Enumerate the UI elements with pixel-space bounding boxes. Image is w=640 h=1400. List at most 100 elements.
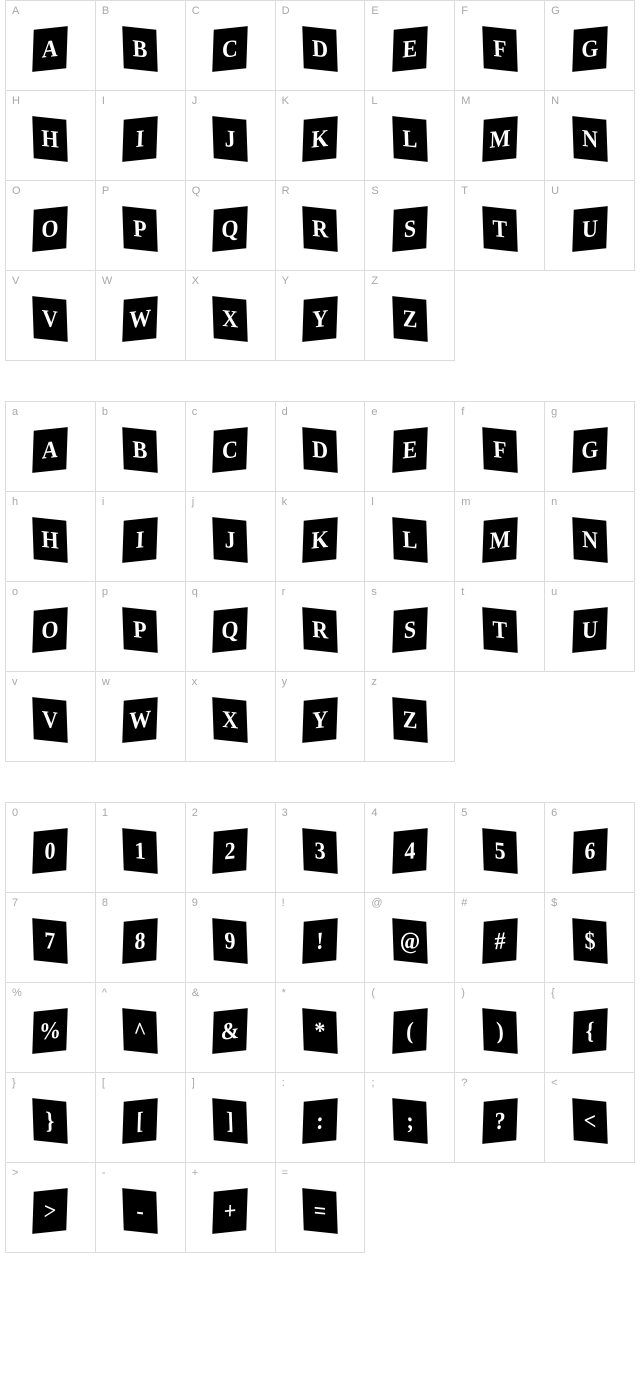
cell-label: b: [102, 406, 108, 418]
cell-label: V: [12, 275, 19, 287]
glyph-char: ): [496, 1016, 504, 1045]
glyph-char: O: [41, 614, 59, 645]
glyph-char: D: [312, 33, 329, 63]
glyph-cell: eE: [365, 402, 455, 492]
glyph-cell: sS: [365, 582, 455, 672]
glyph-cell: $$: [545, 893, 635, 983]
glyph-cell: 22: [186, 803, 276, 893]
glyph-cell: @@: [365, 893, 455, 983]
cell-label: M: [461, 95, 470, 107]
glyph-tile: !: [302, 918, 337, 964]
glyph-tile: Z: [392, 296, 427, 342]
cell-label: E: [371, 5, 378, 17]
glyph-char: *: [314, 1016, 326, 1046]
glyph-cell: aA: [6, 402, 96, 492]
glyph-char: @: [399, 925, 420, 956]
glyph-char: Q: [221, 614, 239, 645]
glyph-tile: <: [572, 1098, 607, 1144]
glyph-tile: R: [302, 206, 337, 252]
glyph-tile: M: [482, 116, 517, 162]
glyph-cell: rR: [276, 582, 366, 672]
glyph-char: ^: [133, 1015, 147, 1045]
glyph-cell: GG: [545, 1, 635, 91]
glyph-cell: PP: [96, 181, 186, 271]
glyph-tile: ^: [123, 1008, 158, 1054]
glyph-cell: ==: [276, 1163, 366, 1253]
glyph-char: ;: [406, 1106, 414, 1135]
glyph-grid: aAbBcCdDeEfFgGhHiIjJkKlLmMnNoOpPqQrRsStT…: [5, 401, 635, 762]
glyph-char: L: [402, 123, 418, 153]
glyph-char: M: [489, 123, 511, 154]
glyph-cell: XX: [186, 271, 276, 361]
cell-label: 9: [192, 897, 198, 909]
cell-label: <: [551, 1077, 557, 1089]
glyph-char: W: [129, 303, 152, 334]
glyph-tile: 9: [212, 918, 247, 964]
glyph-cell: MM: [455, 91, 545, 181]
glyph-tile: }: [33, 1098, 68, 1144]
glyph-cell: BB: [96, 1, 186, 91]
glyph-tile: B: [123, 427, 158, 473]
cell-label: q: [192, 586, 198, 598]
glyph-tile: E: [392, 427, 427, 473]
glyph-tile: G: [572, 26, 607, 72]
cell-label: A: [12, 5, 19, 17]
glyph-cell: nN: [545, 492, 635, 582]
glyph-tile: D: [302, 427, 337, 473]
glyph-cell: ZZ: [365, 271, 455, 361]
glyph-grid: AABBCCDDEEFFGGHHIIJJKKLLMMNNOOPPQQRRSSTT…: [5, 0, 635, 361]
cell-label: U: [551, 185, 559, 197]
glyph-char: Z: [402, 303, 418, 333]
glyph-tile: P: [123, 206, 158, 252]
glyph-char: O: [41, 213, 59, 244]
cell-label: P: [102, 185, 109, 197]
cell-label: K: [282, 95, 289, 107]
cell-label: 6: [551, 807, 557, 819]
cell-label: ): [461, 987, 465, 999]
cell-label: y: [282, 676, 288, 688]
glyph-char: $: [584, 926, 596, 956]
glyph-tile: I: [123, 116, 158, 162]
cell-label: X: [192, 275, 199, 287]
glyph-char: Z: [402, 704, 418, 734]
glyph-cell: **: [276, 983, 366, 1073]
glyph-cell: ((: [365, 983, 455, 1073]
cell-label: n: [551, 496, 557, 508]
cell-label: f: [461, 406, 464, 418]
glyph-cell: 77: [6, 893, 96, 983]
glyph-tile: +: [212, 1188, 247, 1234]
glyph-cell: 33: [276, 803, 366, 893]
cell-label: C: [192, 5, 200, 17]
glyph-cell: UU: [545, 181, 635, 271]
empty-cell: [455, 672, 545, 762]
cell-label: u: [551, 586, 557, 598]
glyph-char: 6: [584, 836, 596, 866]
glyph-cell: --: [96, 1163, 186, 1253]
glyph-tile: K: [302, 116, 337, 162]
cell-label: @: [371, 897, 382, 909]
cell-label: m: [461, 496, 470, 508]
cell-label: 4: [371, 807, 377, 819]
cell-label: *: [282, 987, 286, 999]
glyph-tile: U: [572, 607, 607, 653]
glyph-char: U: [581, 213, 598, 243]
glyph-char: N: [581, 524, 598, 554]
cell-label: 8: [102, 897, 108, 909]
glyph-cell: lL: [365, 492, 455, 582]
glyph-char: A: [42, 434, 59, 464]
cell-label: R: [282, 185, 290, 197]
cell-label: o: [12, 586, 18, 598]
cell-label: 7: [12, 897, 18, 909]
glyph-char: 5: [494, 836, 506, 866]
glyph-char: ]: [226, 1106, 234, 1135]
glyph-tile: L: [392, 116, 427, 162]
glyph-char: F: [492, 33, 506, 63]
empty-cell: [545, 1163, 635, 1253]
glyph-tile: $: [572, 918, 607, 964]
glyph-cell: EE: [365, 1, 455, 91]
glyph-char: :: [316, 1106, 324, 1135]
cell-label: H: [12, 95, 20, 107]
glyph-char: K: [311, 524, 329, 555]
glyph-cell: bB: [96, 402, 186, 492]
empty-cell: [455, 271, 545, 361]
